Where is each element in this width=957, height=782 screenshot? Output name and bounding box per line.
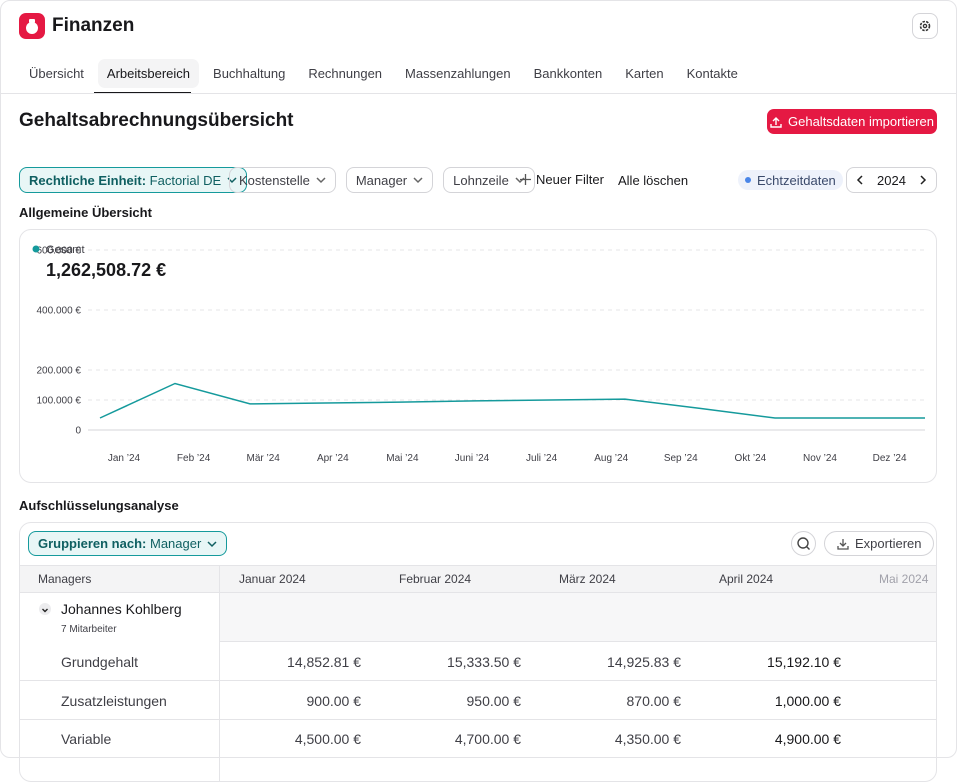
section-title: Aufschlüsselungsanalyse — [19, 498, 179, 513]
row-divider — [20, 680, 936, 681]
x-tick-label: Sep ’24 — [664, 453, 698, 464]
legal-entity-filter[interactable]: Rechtliche Einheit: Factorial DE — [19, 167, 248, 193]
column-header: April 2024 — [719, 572, 774, 586]
column-header: Managers — [38, 572, 92, 586]
column-divider — [219, 565, 220, 781]
app-title: Finanzen — [52, 15, 135, 36]
filter-dropdown[interactable]: Manager — [345, 167, 434, 193]
cell-value: 900.00 € — [306, 692, 362, 709]
cell-value: 870.00 € — [626, 692, 682, 709]
chart: 0 100.000 € 200.000 € 400.000 € 600.000 € Jan… — [32, 244, 925, 464]
row-label: Grundgehalt — [61, 654, 139, 670]
x-tick-label: Jan ’24 — [108, 453, 141, 464]
tab[interactable]: Rechnungen — [308, 66, 383, 81]
group-by-label: Gruppieren nach: — [38, 536, 147, 551]
cell-value: 14,852.81 € — [287, 654, 361, 670]
x-tick-label: Aug ’24 — [594, 453, 628, 464]
group-by[interactable]: Gruppieren nach: Manager — [28, 531, 228, 556]
y-tick-label: 400.000 € — [37, 306, 82, 317]
chart-card — [19, 229, 937, 483]
legend-label: Gesamt — [46, 244, 85, 256]
group-subtitle: 7 Mitarbeiter — [61, 624, 117, 635]
tab-bar: Übersicht Arbeitsbereich Buchhaltung Rechnu… — [20, 59, 747, 88]
cell-value: 15,333.50 € — [447, 654, 521, 670]
divider — [0, 93, 957, 94]
table-card: Gruppieren nach: Manager Exportieren Man… — [19, 522, 937, 782]
year: 2024 — [877, 172, 906, 188]
series-line — [99, 382, 925, 419]
row-label: Zusatzleistungen — [61, 692, 167, 709]
cell-value: 15,192.10 € — [767, 654, 841, 670]
filter-label: Manager — [355, 172, 408, 188]
legend-dot — [32, 245, 40, 253]
group-row-bg — [220, 593, 936, 642]
new-filter[interactable]: Neuer Filter — [519, 172, 604, 187]
tab[interactable]: Kontakte — [686, 66, 738, 81]
filter-label: Kostenstelle — [239, 172, 310, 188]
x-tick-label: Juni ’24 — [455, 453, 490, 464]
group-by-value: Manager — [149, 536, 202, 551]
group-name: Johannes Kohlberg — [61, 601, 182, 617]
cell-value: 4,900.00 € — [774, 731, 841, 747]
x-tick-label: Mai ’24 — [386, 453, 419, 464]
tab[interactable]: Arbeitsbereich — [97, 59, 200, 88]
section-title: Allgemeine Übersicht — [19, 205, 152, 220]
group-toggle[interactable] — [39, 603, 51, 615]
settings-button[interactable] — [912, 13, 938, 39]
y-tick-label: 200.000 € — [37, 366, 82, 377]
filter-dropdown[interactable]: Lohnzeile — [443, 167, 535, 193]
filter-dropdown[interactable]: Kostenstelle — [229, 167, 336, 193]
cell-value: 4,700.00 € — [454, 731, 521, 747]
clear-filters[interactable]: Alle löschen — [618, 173, 689, 188]
tab[interactable]: Bankkonten — [533, 66, 603, 81]
row-label: Variable — [61, 731, 112, 747]
x-tick-label: Mär ’24 — [247, 453, 281, 464]
app-icon — [19, 13, 45, 39]
table-header-bg — [20, 565, 936, 593]
y-tick-label: 600.000 € — [37, 246, 82, 257]
realtime-label: Echtzeitdaten — [757, 172, 836, 188]
x-tick-label: Dez ’24 — [873, 453, 907, 464]
x-tick-label: Nov ’24 — [803, 453, 837, 464]
x-tick-label: Juli ’24 — [526, 453, 558, 464]
filter-label: Lohnzeile — [453, 172, 509, 188]
x-tick-label: Feb ’24 — [177, 453, 211, 464]
x-tick-label: Okt ’24 — [735, 453, 767, 464]
filter-label: Rechtliche Einheit: — [29, 172, 147, 188]
filter-value: Factorial DE — [149, 172, 222, 188]
column-header: Februar 2024 — [399, 572, 472, 586]
y-tick-label: 100.000 € — [37, 396, 82, 407]
row-divider — [20, 718, 936, 720]
cell-value: 14,925.83 € — [607, 654, 681, 670]
column-header: Januar 2024 — [239, 572, 306, 586]
realtime-badge: Echtzeitdaten — [738, 170, 843, 190]
cell-value: 1,000.00 € — [774, 692, 841, 709]
cell-value: 4,500.00 € — [294, 731, 361, 747]
tab[interactable]: Übersicht — [29, 66, 84, 81]
search-button[interactable] — [791, 531, 816, 556]
cell-value: 950.00 € — [466, 692, 522, 709]
cell-value: 4,350.00 € — [614, 731, 681, 747]
export-label: Exportieren — [855, 536, 922, 551]
year-picker[interactable]: 2024 — [846, 167, 937, 193]
tab[interactable]: Massenzahlungen — [405, 66, 511, 81]
export-button[interactable]: Exportieren — [824, 531, 935, 556]
tab[interactable]: Buchhaltung — [213, 66, 286, 81]
page-title: Gehaltsabrechnungsübersicht — [19, 110, 294, 131]
new-filter-label: Neuer Filter — [536, 172, 604, 187]
import-label: Gehaltsdaten importieren — [788, 114, 934, 129]
tab[interactable]: Karten — [625, 66, 664, 81]
x-tick-label: Apr ’24 — [317, 453, 349, 464]
y-tick-label: 0 — [75, 426, 81, 437]
import-button[interactable]: Gehaltsdaten importieren — [767, 109, 937, 134]
total: 1,262,508.72 € — [46, 260, 167, 280]
filter-dropdowns: Kostenstelle Manager Lohnzeile — [229, 167, 535, 193]
column-header: März 2024 — [559, 572, 616, 586]
column-header: Mai 2024 — [879, 572, 929, 586]
